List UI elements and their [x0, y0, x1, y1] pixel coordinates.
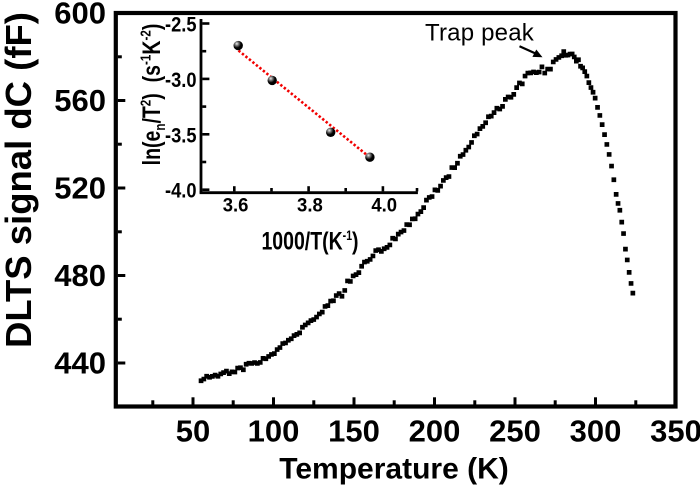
svg-text:600: 600 [54, 0, 106, 31]
svg-text:520: 520 [54, 171, 106, 206]
svg-text:-3.5: -3.5 [165, 124, 196, 148]
svg-text:Temperature (K): Temperature (K) [279, 453, 508, 486]
svg-text:3.6: 3.6 [223, 195, 249, 217]
svg-text:-2.5: -2.5 [165, 13, 196, 37]
svg-text:Trap peak: Trap peak [425, 19, 535, 46]
svg-text:-4.0: -4.0 [165, 179, 196, 203]
svg-text:560: 560 [54, 83, 106, 118]
svg-text:3.8: 3.8 [297, 195, 323, 217]
svg-text:440: 440 [54, 346, 106, 381]
svg-text:50: 50 [176, 414, 210, 449]
svg-text:4.0: 4.0 [371, 195, 397, 217]
svg-text:1000/T(K-1): 1000/T(K-1) [261, 227, 358, 255]
svg-text:480: 480 [54, 258, 106, 293]
svg-text:300: 300 [570, 414, 622, 449]
svg-text:200: 200 [409, 414, 461, 449]
svg-text:250: 250 [489, 414, 541, 449]
svg-text:ln(en/T2) (s-1K-2): ln(en/T2) (s-1K-2) [137, 24, 168, 166]
svg-text:100: 100 [248, 414, 300, 449]
svg-text:350: 350 [650, 414, 700, 449]
svg-text:DLTS signal dC (fF): DLTS signal dC (fF) [0, 12, 39, 348]
svg-text:-3.0: -3.0 [165, 69, 196, 93]
svg-text:150: 150 [328, 414, 380, 449]
